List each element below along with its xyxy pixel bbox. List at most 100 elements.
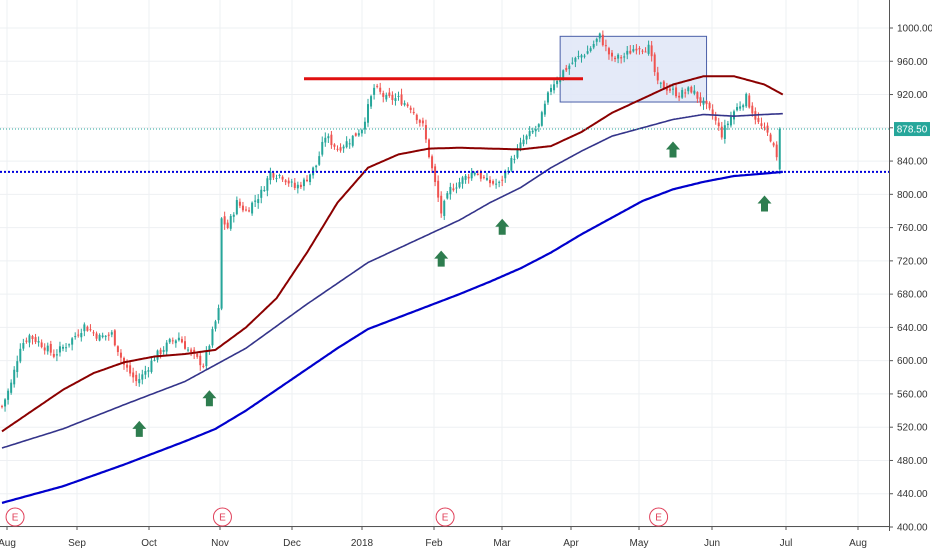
candle-body [245,209,247,211]
candle-body [546,92,549,103]
candle-body [769,134,772,142]
candle-body [470,172,473,179]
moving-averages [1,75,784,504]
candle-body [77,334,80,336]
candle-body [418,120,421,123]
x-tick-label: Oct [141,538,157,549]
candle-body [412,111,415,114]
candle-body [357,133,360,136]
candle-body [385,94,388,100]
candle-body [733,111,735,120]
candle-body [690,86,693,93]
candle-body [525,135,528,140]
candle-body [107,334,110,336]
candle-body [772,143,775,146]
candle-body [342,146,345,149]
moving-average-mid [1,112,783,449]
up-arrow-icon [202,390,217,407]
candle-body [293,182,296,188]
candle-body [104,335,107,337]
candle-body [748,95,751,108]
candle-body [226,222,229,229]
candle-body [98,334,101,341]
candle-body [58,346,61,353]
last-price-tag [894,122,930,137]
candle-body [25,340,28,342]
candle-body [675,87,678,97]
candle-body [363,121,366,130]
candle-body [168,339,171,343]
candle-body [68,344,71,346]
candle-body [543,103,546,115]
candle-body [208,345,211,351]
candle-body [13,369,16,385]
candle-body [229,216,232,229]
y-tick-label: 640.00 [897,323,928,334]
candle-body [647,44,650,54]
candle-body [684,92,687,94]
candle-body [516,148,519,158]
candle-body [272,173,275,178]
candle-body [43,347,46,351]
earnings-marker [435,507,455,527]
candle-body [223,216,226,225]
candle-body [254,200,257,202]
candle-body [40,342,43,348]
candle-body [196,353,199,357]
candle-body [723,125,726,139]
candle-body [113,330,116,346]
candle-body [662,81,665,89]
y-tick-label: 440.00 [897,489,928,500]
candle-body [531,130,534,133]
candle-body [211,329,214,346]
y-tick-label: 760.00 [897,223,928,234]
candle-body [37,341,40,343]
candle-body [269,171,272,181]
candle-body [62,346,64,349]
y-tick-label: 920.00 [897,90,928,101]
candle-body [714,116,717,121]
candle-body [306,179,308,181]
candle-body [171,340,174,342]
candle-body [580,55,583,58]
candle-body [473,172,476,175]
candle-body [650,45,653,57]
candle-body [492,181,495,184]
candle-body [556,80,559,85]
candle-body [778,129,781,170]
candle-body [34,337,37,343]
earnings-marker [5,507,25,527]
candle-body [284,180,287,183]
y-tick-label: 840.00 [897,157,928,168]
candle-body [132,372,135,378]
x-tick-label: Nov [211,538,229,549]
candle-body [504,171,507,179]
up-arrow-icon [495,218,510,235]
candle-body [263,190,266,192]
candle-body [681,90,684,98]
candle-body [729,116,732,126]
candle-body [565,67,568,71]
candle-body [220,218,223,309]
x-tick-label: Aug [849,538,867,549]
candle-body [187,349,190,351]
candle-body [126,364,129,368]
candle-body [162,349,165,352]
candle-body [46,345,49,352]
candle-body [476,173,479,175]
candle-body [775,144,778,158]
candle-body [339,147,342,151]
candle-body [129,365,132,374]
candle-body [672,88,674,90]
up-arrow-icon [132,420,147,437]
candle-body [251,202,254,214]
candle-body [147,370,150,372]
x-tick-label: Aug [0,538,16,549]
candle-body [110,332,113,335]
candle-body [309,174,312,183]
candle-body [80,333,83,338]
candle-body [641,50,644,52]
y-tick-label: 800.00 [897,190,928,201]
x-tick-label: Dec [283,538,301,549]
candle-body [232,214,235,217]
